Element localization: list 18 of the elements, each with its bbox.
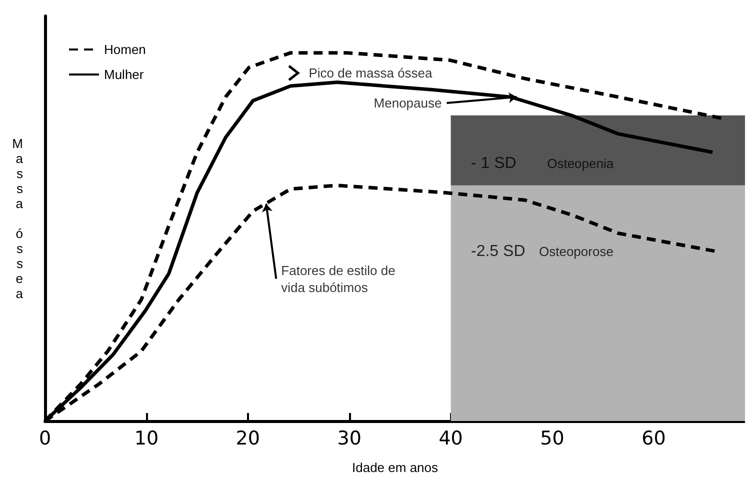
x-tick-label: 10	[134, 428, 159, 450]
x-tick-label: 30	[337, 428, 362, 450]
text: Massa óssea	[12, 136, 23, 301]
x-tick-label: 50	[540, 428, 564, 450]
annotation: Fatores de estilo de vida subótimos	[281, 262, 396, 295]
x-tick-label: 60	[642, 428, 666, 450]
x-tick-label: 0	[38, 428, 52, 450]
x-axis-title: Idade em anos	[352, 460, 438, 475]
annotation: - 1 SD	[471, 154, 516, 172]
annotation: Osteopenia	[547, 156, 614, 171]
annotation: Menopause	[374, 96, 442, 110]
x-tick-label: 20	[236, 428, 260, 450]
legend-label: Mulher	[104, 67, 144, 82]
annotation: Pico de massa óssea	[308, 66, 434, 81]
annotation: Osteoporose	[538, 244, 614, 260]
legend-label: Homen	[104, 42, 146, 57]
annotation: -2.5 SD	[471, 243, 526, 260]
x-tick-label: 40	[438, 428, 463, 450]
